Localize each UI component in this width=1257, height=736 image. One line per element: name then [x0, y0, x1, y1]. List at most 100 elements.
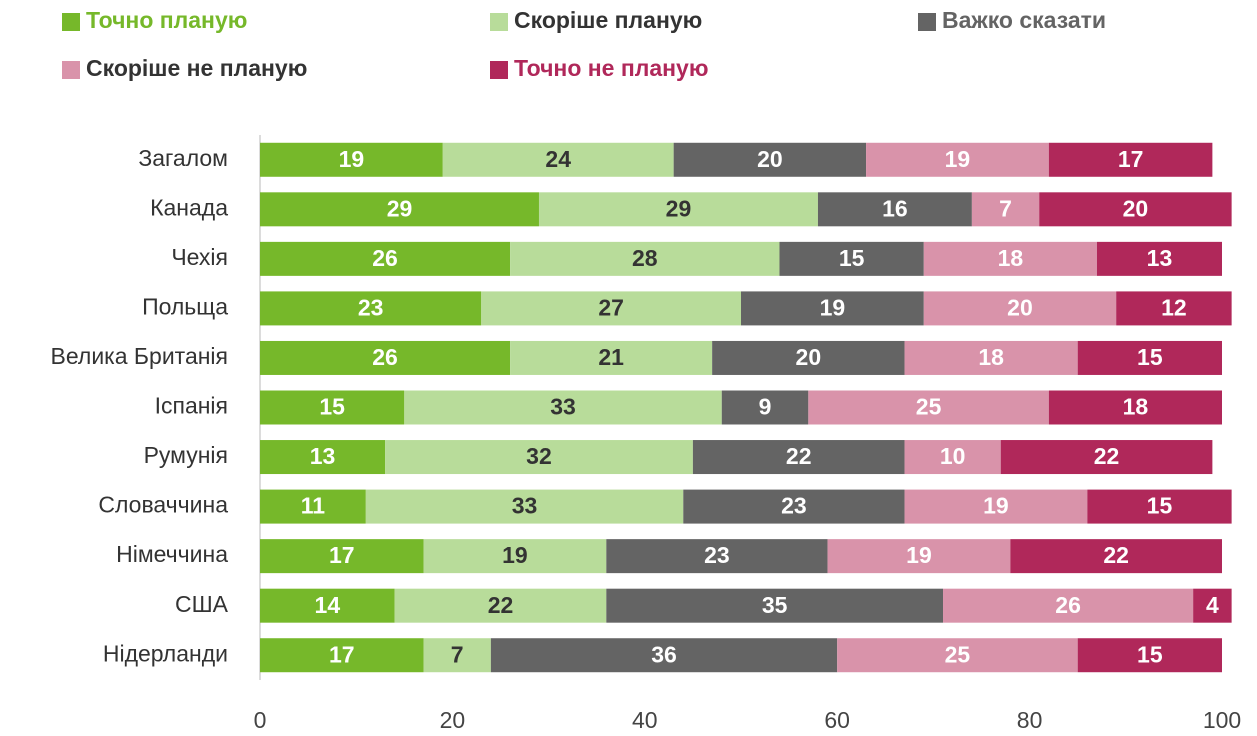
data-label: 26	[372, 344, 398, 370]
category-label: Велика Британія	[51, 343, 228, 369]
bar-segment	[692, 440, 905, 475]
bar-segment	[1077, 638, 1222, 673]
legend-swatch	[918, 13, 936, 31]
data-label: 13	[1147, 245, 1173, 271]
category-label: Німеччина	[116, 541, 228, 567]
x-tick-label: 20	[440, 707, 466, 733]
legend-swatch	[62, 61, 80, 79]
data-label: 21	[598, 344, 624, 370]
bar-segment	[683, 489, 905, 524]
legend-swatch	[490, 61, 508, 79]
x-tick-label: 60	[824, 707, 850, 733]
data-label: 7	[451, 641, 464, 667]
data-label: 15	[1137, 641, 1163, 667]
bar-segment	[260, 340, 511, 375]
x-tick-label: 80	[1017, 707, 1043, 733]
bar-segment	[827, 539, 1011, 574]
data-label: 10	[940, 443, 966, 469]
bar-segment	[423, 539, 607, 574]
bar-segment	[394, 588, 607, 623]
bar-segment	[365, 489, 684, 524]
data-label: 18	[1123, 394, 1149, 420]
bar-segment	[260, 539, 424, 574]
legend-label: Точно планую	[86, 7, 247, 33]
data-label: 15	[319, 394, 345, 420]
category-label: Румунія	[144, 442, 228, 468]
data-label: 12	[1161, 294, 1187, 320]
legend-label: Скоріше планую	[514, 7, 702, 33]
data-label: 22	[488, 592, 514, 618]
data-label: 20	[796, 344, 822, 370]
data-label: 29	[666, 195, 692, 221]
data-label: 20	[757, 146, 783, 172]
bar-segment	[538, 192, 818, 227]
bar-segment	[510, 340, 713, 375]
category-label: Польща	[142, 293, 228, 319]
category-label: Чехія	[171, 244, 228, 270]
bar-segment	[606, 588, 944, 623]
data-label: 29	[387, 195, 413, 221]
data-label: 11	[301, 493, 326, 519]
bar-segment	[971, 192, 1040, 227]
data-label: 22	[1103, 542, 1129, 568]
data-label: 18	[978, 344, 1004, 370]
bar-segment	[943, 588, 1194, 623]
bar-segment	[510, 241, 780, 276]
data-label: 17	[329, 542, 355, 568]
data-label: 26	[1055, 592, 1081, 618]
data-label: 4	[1206, 592, 1219, 618]
bar-segment	[904, 440, 1001, 475]
bar-segment	[1193, 588, 1232, 623]
data-label: 9	[759, 394, 772, 420]
data-label: 25	[916, 394, 942, 420]
bar-segment	[490, 638, 838, 673]
bar-segment	[1048, 390, 1222, 425]
data-label: 15	[1147, 493, 1173, 519]
data-label: 27	[598, 294, 624, 320]
data-label: 28	[632, 245, 658, 271]
bar-segment	[423, 638, 491, 673]
data-label: 24	[545, 146, 571, 172]
bar-segment	[385, 440, 693, 475]
bar-segment	[741, 291, 924, 326]
category-label: Загалом	[138, 145, 228, 171]
data-label: 23	[704, 542, 730, 568]
bar-segment	[837, 638, 1078, 673]
data-label: 23	[781, 493, 807, 519]
bar-segment	[1039, 192, 1232, 227]
data-label: 13	[310, 443, 336, 469]
x-tick-label: 100	[1203, 707, 1241, 733]
bar-segment	[442, 142, 674, 177]
bar-segment	[1077, 340, 1222, 375]
bar-segment	[1000, 440, 1213, 475]
bar-segment	[779, 241, 924, 276]
bar-segment	[904, 489, 1088, 524]
legend-swatch	[62, 13, 80, 31]
bar-segment	[923, 291, 1117, 326]
bar-segment	[673, 142, 867, 177]
bar-segment	[1010, 539, 1222, 574]
data-label: 16	[882, 195, 908, 221]
data-label: 15	[839, 245, 865, 271]
bar-segment	[260, 142, 443, 177]
data-label: 14	[315, 592, 341, 618]
bar-segment	[260, 588, 395, 623]
data-label: 19	[906, 542, 932, 568]
data-label: 18	[998, 245, 1024, 271]
data-label: 19	[502, 542, 528, 568]
data-label: 32	[526, 443, 552, 469]
data-label: 20	[1007, 294, 1033, 320]
category-label: Іспанія	[155, 393, 228, 419]
data-label: 22	[1094, 443, 1120, 469]
data-label: 15	[1137, 344, 1163, 370]
bar-segment	[866, 142, 1049, 177]
category-label: Нідерланди	[103, 640, 228, 666]
bar-segment	[1116, 291, 1232, 326]
x-tick-label: 40	[632, 707, 658, 733]
data-label: 19	[945, 146, 971, 172]
bar-segment	[904, 340, 1078, 375]
data-label: 17	[329, 641, 355, 667]
bar-segment	[808, 390, 1049, 425]
bar-segment	[260, 440, 386, 475]
